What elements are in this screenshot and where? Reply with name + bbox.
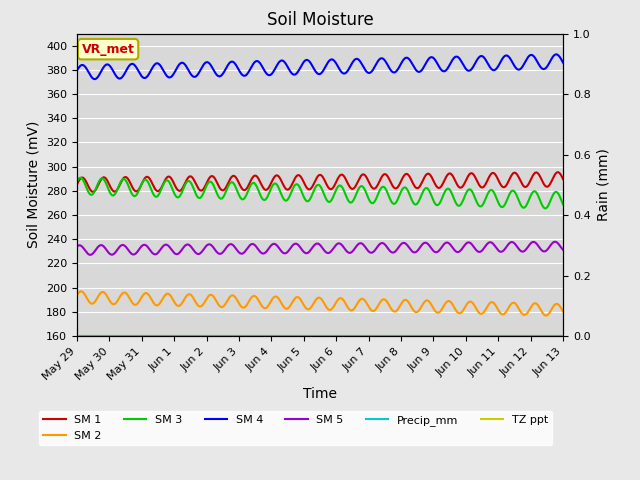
Y-axis label: Rain (mm): Rain (mm) bbox=[596, 148, 610, 221]
Title: Soil Moisture: Soil Moisture bbox=[267, 11, 373, 29]
Y-axis label: Soil Moisture (mV): Soil Moisture (mV) bbox=[26, 121, 40, 249]
X-axis label: Time: Time bbox=[303, 387, 337, 401]
Text: VR_met: VR_met bbox=[82, 43, 134, 56]
Legend: SM 1, SM 2, SM 3, SM 4, SM 5, Precip_mm, TZ ppt: SM 1, SM 2, SM 3, SM 4, SM 5, Precip_mm,… bbox=[39, 411, 552, 445]
